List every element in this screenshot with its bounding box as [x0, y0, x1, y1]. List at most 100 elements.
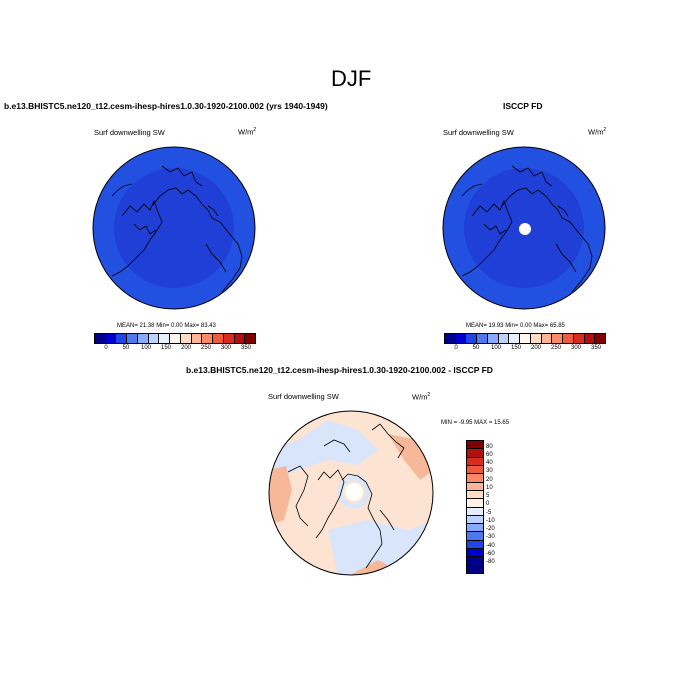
- cb-tick: 250: [550, 345, 561, 351]
- diff-warm-patch: [269, 466, 292, 525]
- diff-missing-pole: [345, 483, 363, 501]
- left-case-title: b.e13.BHISTC5.ne120_t12.cesm-ihesp-hires…: [4, 101, 328, 111]
- cb-right-8: [520, 334, 531, 343]
- cb-right-7: [509, 334, 521, 343]
- left-polar-map: [92, 146, 256, 310]
- cb-tick: 350: [590, 345, 601, 351]
- cb-diff-6: [467, 482, 483, 491]
- cb-diff-3: [467, 457, 483, 466]
- cb-diff-1: [467, 441, 483, 450]
- cb-right-2: [455, 334, 467, 343]
- cb-left-12: [213, 334, 224, 343]
- cb-right-15: [595, 334, 606, 343]
- diff-units-label: W/m2: [412, 392, 431, 402]
- cb-left-5: [137, 334, 149, 343]
- cb-left-6: [148, 334, 160, 343]
- left-coastlines: [111, 165, 243, 293]
- right-colorbar-ticks: 0 50 100 150 200 250 300 350: [448, 345, 604, 351]
- cb-left-14: [234, 334, 246, 343]
- left-map-inner-field: [114, 168, 234, 288]
- right-units-label: W/m2: [588, 127, 607, 137]
- left-stats: MEAN= 21.38 Min= 0.00 Max= 83.43: [117, 323, 216, 329]
- cb-tick: 200: [530, 345, 541, 351]
- cb-tick: 100: [490, 345, 501, 351]
- cb-right-14: [584, 334, 596, 343]
- diff-ring: [337, 475, 371, 509]
- cb-left-11: [202, 334, 214, 343]
- cb-diff-tick: -80: [486, 559, 495, 565]
- cb-diff-tick: 60: [486, 452, 493, 458]
- cb-tick: 100: [140, 345, 151, 351]
- right-coastlines: [461, 165, 593, 293]
- left-colorbar: [94, 333, 256, 344]
- diff-colorbar-ticks: 80 60 40 30 20 10 5 0 -5 -10 -20 -30 -40…: [486, 440, 506, 572]
- cb-diff-tick: 10: [486, 485, 493, 491]
- cb-diff-16: [467, 565, 483, 573]
- cb-diff-13: [467, 540, 483, 550]
- cb-diff-14: [467, 549, 483, 558]
- cb-diff-2: [467, 449, 483, 458]
- cb-right-13: [573, 334, 585, 343]
- cb-right-1: [445, 334, 456, 343]
- cb-left-7: [159, 334, 171, 343]
- cb-diff-4: [467, 465, 483, 475]
- diff-variable-label: Surf downwelling SW: [268, 392, 339, 401]
- cb-left-15: [245, 334, 256, 343]
- cb-diff-tick: -60: [486, 551, 495, 557]
- right-variable-label: Surf downwelling SW: [443, 128, 514, 137]
- cb-left-9: [180, 334, 192, 343]
- diff-polar-map: [268, 410, 434, 576]
- left-units-label: W/m2: [238, 127, 257, 137]
- cb-tick: 150: [160, 345, 171, 351]
- main-title: DJF: [331, 66, 372, 91]
- cb-left-1: [95, 334, 106, 343]
- cb-diff-8: [467, 499, 483, 508]
- right-colorbar: [444, 333, 606, 344]
- cb-diff-7: [467, 490, 483, 500]
- cb-diff-15: [467, 557, 483, 566]
- cb-tick: 200: [180, 345, 191, 351]
- right-polar-map: [442, 146, 606, 310]
- cb-diff-5: [467, 474, 483, 483]
- diff-stats: MIN = -9.95 MAX = 15.65: [441, 420, 510, 426]
- cb-diff-tick: 80: [486, 444, 493, 450]
- diff-coastlines: [287, 423, 405, 569]
- cb-tick: 350: [240, 345, 251, 351]
- cb-left-8: [170, 334, 181, 343]
- diff-cool-patch: [269, 420, 378, 480]
- cb-tick: 0: [104, 345, 108, 351]
- cb-right-9: [530, 334, 542, 343]
- cb-diff-tick: 0: [486, 501, 490, 507]
- cb-diff-tick: 20: [486, 477, 493, 483]
- left-variable-label: Surf downwelling SW: [94, 128, 165, 137]
- cb-diff-9: [467, 507, 483, 516]
- diff-case-title: b.e13.BHISTC5.ne120_t12.cesm-ihesp-hires…: [186, 365, 493, 375]
- right-case-title: ISCCP FD: [503, 101, 543, 111]
- cb-right-3: [466, 334, 478, 343]
- cb-diff-tick: -10: [486, 518, 495, 524]
- cb-diff-10: [467, 515, 483, 525]
- cb-diff-tick: -20: [486, 526, 495, 532]
- cb-tick: 300: [570, 345, 581, 351]
- cb-right-6: [498, 334, 510, 343]
- cb-right-10: [541, 334, 553, 343]
- right-map-missing-pole: [519, 223, 531, 235]
- cb-tick: 250: [200, 345, 211, 351]
- cb-diff-tick: 30: [486, 468, 493, 474]
- cb-diff-tick: -5: [486, 510, 492, 516]
- cb-diff-tick: 5: [486, 493, 490, 499]
- cb-right-12: [563, 334, 574, 343]
- diff-colorbar: [466, 440, 484, 574]
- cb-diff-tick: -30: [486, 534, 495, 540]
- cb-right-11: [552, 334, 564, 343]
- cb-right-4: [477, 334, 488, 343]
- diff-anomaly-patches: [269, 420, 433, 575]
- cb-tick: 300: [220, 345, 231, 351]
- cb-tick: 150: [510, 345, 521, 351]
- cb-tick: 50: [472, 345, 480, 351]
- diff-map-border: [268, 410, 434, 576]
- cb-tick: 0: [454, 345, 458, 351]
- cb-right-5: [487, 334, 499, 343]
- cb-diff-11: [467, 524, 483, 533]
